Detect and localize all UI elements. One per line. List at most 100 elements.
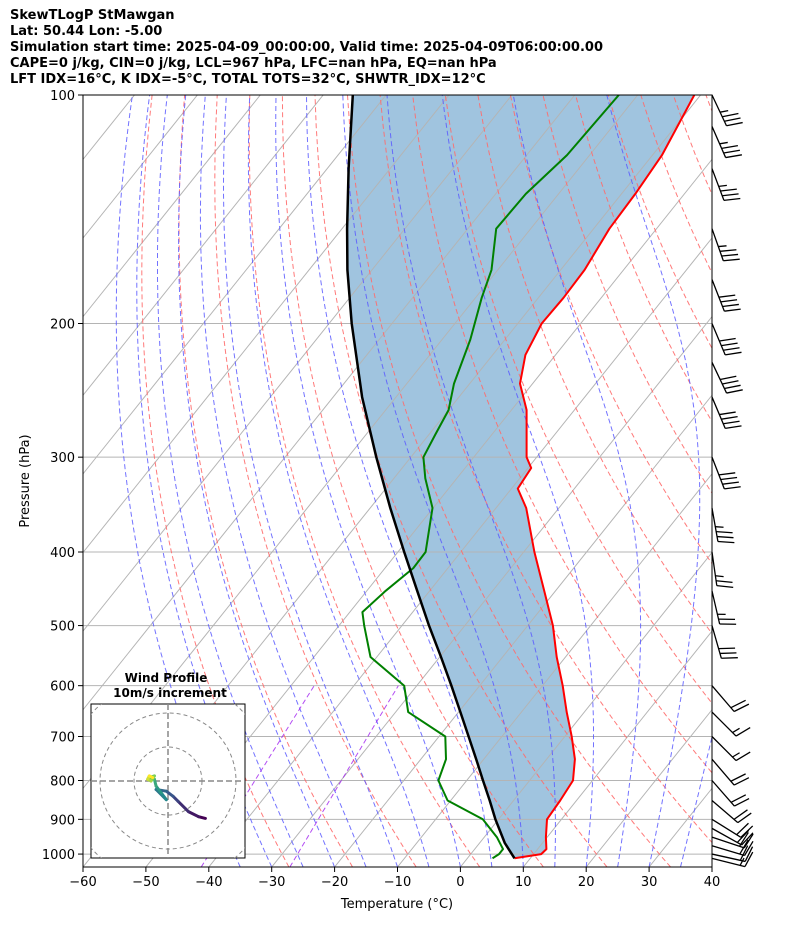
axes: −60 −50 −40 −30 −20 −10 0 10 20 30 40 100 200 300 400 5…: [42, 89, 720, 890]
dry-adiabat: [281, 95, 544, 867]
y-tick-label: 900: [50, 813, 75, 828]
y-axis-label: Pressure (hPa): [18, 434, 33, 527]
x-axis-label: Temperature (°C): [340, 897, 453, 912]
barb-shaft: [711, 396, 726, 429]
barb-flag: [735, 727, 751, 737]
dry-adiabat: [672, 95, 712, 196]
barb-flag: [723, 347, 740, 351]
y-tick-label: 1000: [42, 848, 75, 863]
dry-adiabat: [347, 95, 671, 867]
barb-flag: [719, 411, 736, 416]
moist-adiabat: [178, 95, 336, 867]
moist-adiabat: [512, 95, 642, 867]
wind-barb: [711, 228, 740, 262]
barb-half-flag: [732, 727, 740, 734]
x-tick-label: −10: [384, 875, 411, 890]
isotherm-line: [83, 95, 324, 397]
barb-flag: [719, 249, 737, 252]
barb-flag: [734, 797, 750, 807]
wind-barb: [711, 279, 741, 312]
y-tick-label: 100: [50, 89, 75, 104]
isotherm-line: [0, 95, 72, 867]
barb-flag: [733, 809, 748, 820]
y-tick-label: 500: [50, 620, 75, 635]
profile-lines: [345, 95, 696, 860]
dry-adiabats: [141, 95, 712, 867]
barb-flag: [722, 193, 739, 197]
barb-flag: [716, 585, 734, 589]
wind-barb: [711, 507, 735, 544]
barb-flag: [720, 476, 738, 481]
isotherm-line: [334, 394, 712, 867]
wind-barb: [711, 818, 754, 838]
barb-flag: [725, 351, 742, 356]
isotherm-line: [585, 708, 712, 867]
barb-flag: [730, 699, 746, 709]
x-tick-label: −60: [69, 875, 96, 890]
barb-shaft: [711, 780, 735, 807]
isotherm-line: [145, 158, 712, 867]
barb-shaft: [711, 818, 742, 838]
x-tick-label: −20: [321, 875, 348, 890]
barb-half-flag: [719, 141, 728, 145]
barb-half-flag: [718, 184, 727, 187]
chart-header: SkewTLogP StMawgan Lat: 50.44 Lon: -5.00…: [10, 8, 790, 88]
barb-shaft: [711, 323, 726, 356]
barb-shaft: [711, 507, 719, 542]
wind-barb: [711, 780, 750, 807]
dry-adiabat: [178, 95, 353, 867]
isotherm-line: [711, 866, 712, 867]
wind-barb: [711, 711, 751, 737]
hodograph-segment: [147, 774, 155, 780]
hodograph-title: Wind Profile: [125, 671, 208, 685]
barb-shaft: [711, 126, 727, 158]
x-tick-label: 0: [456, 875, 464, 890]
chart-title: SkewTLogP StMawgan: [10, 8, 175, 23]
isotherm-line: [83, 95, 387, 475]
x-tick-label: 40: [704, 875, 721, 890]
dry-adiabat: [509, 95, 712, 565]
barb-shaft: [711, 845, 745, 857]
barb-flag: [720, 188, 737, 192]
mixing-ratio-line: [289, 685, 399, 867]
x-tick-label: 10: [515, 875, 532, 890]
barb-flag: [744, 851, 754, 867]
barb-flag: [744, 840, 754, 856]
time-line: Simulation start time: 2025-04-09_00:00:…: [10, 40, 603, 55]
wind-barb: [711, 851, 754, 868]
moist-adiabat: [136, 95, 273, 867]
barb-flag: [718, 647, 736, 650]
barb-flag: [733, 703, 750, 713]
barb-flag: [722, 303, 739, 308]
barb-shaft: [711, 362, 728, 394]
hodograph-subtitle: 10m/s increment: [113, 686, 227, 700]
dry-adiabat: [141, 95, 290, 867]
temperature-line: [514, 95, 696, 860]
wind-barb: [711, 758, 750, 786]
barb-shaft: [711, 94, 728, 127]
barb-shaft: [711, 758, 735, 786]
y-tick-label: 600: [50, 680, 75, 695]
barb-shaft: [711, 736, 737, 761]
barb-flag: [724, 486, 741, 490]
y-tick-label: 700: [50, 730, 75, 745]
hodograph-segment: [186, 810, 201, 819]
dry-adiabat: [314, 95, 608, 867]
barb-flag: [735, 751, 751, 762]
isotherm-line: [83, 95, 513, 632]
barb-flag: [721, 416, 738, 420]
barb-flag: [733, 777, 750, 786]
barb-flag: [736, 822, 749, 836]
barb-shaft: [711, 279, 725, 312]
barb-shaft: [711, 853, 746, 863]
barb-flag: [716, 530, 733, 534]
barb-flag: [720, 375, 737, 381]
isotherm-line: [83, 95, 576, 711]
dry-adiabat: [705, 95, 712, 113]
barb-flag: [730, 794, 747, 803]
barb-flag: [740, 825, 754, 838]
barb-flag: [721, 342, 738, 347]
wind-barb: [711, 551, 734, 589]
moist-adiabat: [711, 865, 712, 867]
barb-flag: [739, 845, 749, 861]
